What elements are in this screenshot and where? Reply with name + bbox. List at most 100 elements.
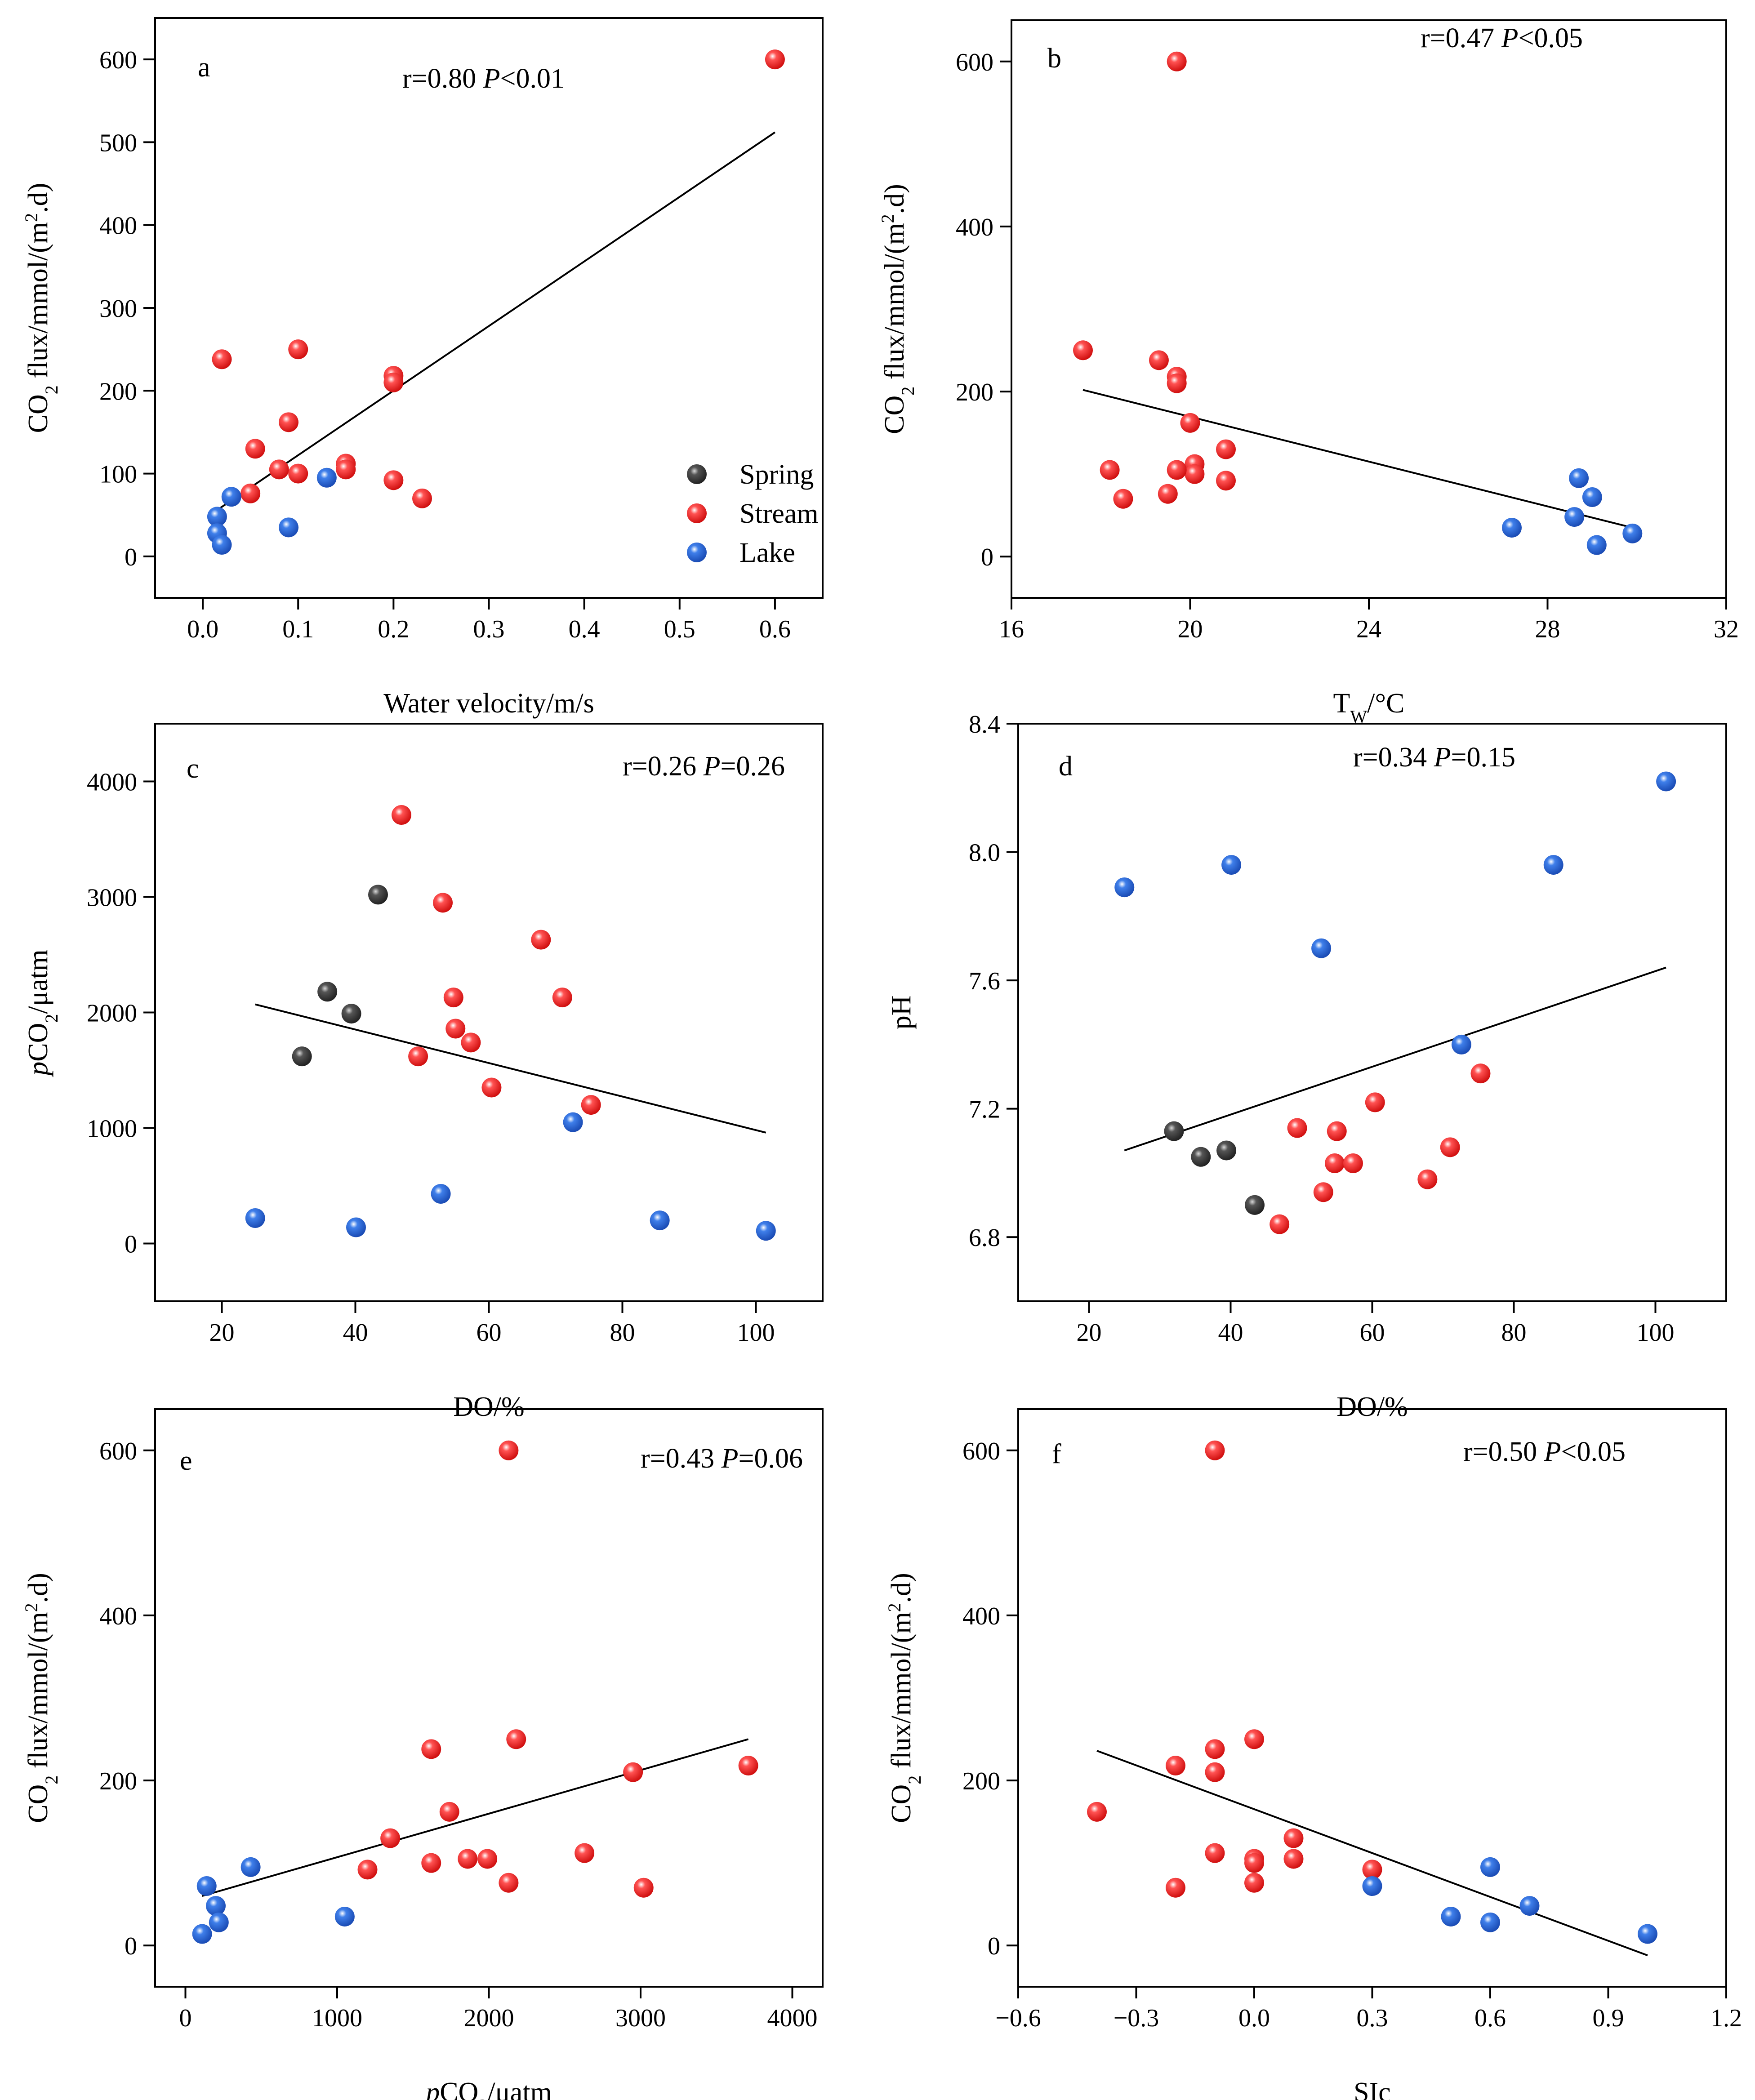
y-tick-label: 0 <box>125 1932 137 1960</box>
data-point-stream <box>445 1019 466 1039</box>
data-point-stream <box>421 1739 441 1759</box>
y-tick-label: 0 <box>988 1932 1000 1960</box>
data-point-stream <box>1216 471 1236 491</box>
x-tick-label: 24 <box>1356 615 1381 643</box>
y-tick-label: 1000 <box>87 1115 137 1143</box>
data-point-stream <box>288 463 308 484</box>
data-point-stream <box>1149 350 1169 370</box>
y-axis-title: pH <box>886 996 917 1030</box>
series-stream <box>1087 1440 1382 1898</box>
correlation-annotation: r=0.50 P<0.05 <box>1463 1437 1626 1467</box>
data-point-stream <box>1216 439 1236 459</box>
x-axis-title: SIc <box>1354 2077 1391 2100</box>
data-point-stream <box>633 1878 654 1898</box>
data-point-stream <box>461 1032 481 1053</box>
x-tick-label: 16 <box>999 615 1024 643</box>
data-point-lake <box>1586 535 1607 555</box>
series-spring <box>292 885 388 1067</box>
data-point-stream <box>391 805 411 825</box>
y-tick-label: 500 <box>99 129 137 157</box>
series-stream <box>1073 51 1236 509</box>
y-tick-label: 3000 <box>87 884 137 912</box>
data-point-spring <box>317 982 338 1002</box>
x-tick-label: 0.3 <box>1357 2004 1388 2032</box>
x-axis-title: DO/% <box>453 1392 524 1422</box>
data-point-lake <box>1656 771 1676 792</box>
data-point-stream <box>1073 340 1093 360</box>
x-tick-label: 0.1 <box>282 615 314 643</box>
series-stream <box>357 1440 758 1898</box>
data-point-lake <box>245 1208 265 1228</box>
data-point-lake <box>650 1210 670 1231</box>
legend-label-spring: Spring <box>739 459 814 490</box>
panel-d: 20 40 60 80 100 6.8 7.2 7.6 8.0 8.4 DO/% pH d r=0.34 … <box>886 711 1727 1422</box>
x-tick-label: 0.9 <box>1593 2004 1624 2032</box>
regression-line <box>1082 389 1633 529</box>
x-tick-label: 20 <box>1077 1319 1102 1347</box>
x-tick-label: −0.3 <box>1114 2004 1159 2032</box>
y-tick-label: 200 <box>956 378 993 406</box>
y-tick-label: 600 <box>962 1437 1000 1465</box>
data-point-stream <box>241 483 261 503</box>
correlation-annotation: r=0.47 P<0.05 <box>1421 23 1583 53</box>
series-stream <box>212 49 785 508</box>
legend-marker-lake <box>687 543 707 562</box>
data-point-stream <box>439 1802 459 1822</box>
data-point-stream <box>1166 1756 1185 1776</box>
data-point-stream <box>245 439 265 459</box>
data-point-stream <box>552 988 572 1008</box>
x-tick-label: 1000 <box>312 2004 362 2032</box>
series-lake <box>207 467 337 555</box>
data-point-lake <box>1441 1906 1461 1926</box>
panel-letter: a <box>198 52 210 83</box>
data-point-stream <box>1167 373 1187 393</box>
data-point-spring <box>1191 1147 1211 1167</box>
data-point-lake <box>221 487 241 507</box>
data-point-stream <box>408 1046 428 1067</box>
y-tick-label: 0 <box>981 543 993 571</box>
correlation-annotation: r=0.34 P=0.15 <box>1353 742 1515 773</box>
y-tick-label: 2000 <box>87 1000 137 1028</box>
data-point-stream <box>1205 1762 1225 1782</box>
panel-f: −0.6 −0.3 0.0 0.3 0.6 0.9 1.2 0 200 400 600 SIc CO2 … <box>884 1408 1742 2100</box>
data-point-stream <box>383 372 404 392</box>
series-spring <box>1164 1121 1265 1215</box>
legend-label-stream: Stream <box>739 498 819 529</box>
data-point-lake <box>1480 1857 1500 1877</box>
data-point-stream <box>1365 1092 1385 1112</box>
x-tick-label: 0.5 <box>664 615 695 643</box>
data-point-stream <box>443 988 463 1008</box>
data-point-stream <box>1343 1153 1363 1174</box>
regression-line <box>202 1738 749 1897</box>
y-tick-label: 6.8 <box>969 1224 1000 1252</box>
data-point-spring <box>1216 1140 1237 1161</box>
y-axis-title: CO2 flux/mmol/(m2.d) <box>21 183 62 433</box>
data-point-stream <box>383 470 404 490</box>
data-point-lake <box>431 1183 451 1204</box>
data-point-stream <box>212 349 232 369</box>
x-tick-label: 0 <box>179 2004 192 2032</box>
data-point-stream <box>288 339 308 360</box>
data-point-stream <box>1205 1843 1225 1863</box>
x-axis-title: TW/°C <box>1333 688 1404 727</box>
data-point-spring <box>292 1046 312 1067</box>
data-point-stream <box>738 1756 758 1776</box>
data-point-lake <box>209 1912 229 1932</box>
x-tick-label: 60 <box>1360 1319 1385 1347</box>
legend-label-lake: Lake <box>739 538 795 568</box>
data-point-stream <box>1166 1878 1185 1898</box>
series-lake <box>1362 1857 1657 1944</box>
x-tick-label: 40 <box>1218 1319 1243 1347</box>
data-point-stream <box>499 1440 519 1460</box>
data-point-stream <box>1180 413 1200 433</box>
data-point-stream <box>499 1873 519 1893</box>
regression-line <box>255 1003 766 1134</box>
x-axis-title: Water velocity/m/s <box>383 688 594 719</box>
data-point-stream <box>1158 484 1178 504</box>
x-tick-label: 100 <box>1637 1319 1675 1347</box>
data-point-lake <box>563 1112 583 1132</box>
data-point-lake <box>1502 517 1522 538</box>
data-point-stream <box>1325 1153 1345 1174</box>
data-point-stream <box>581 1095 601 1115</box>
data-point-stream <box>506 1729 526 1749</box>
